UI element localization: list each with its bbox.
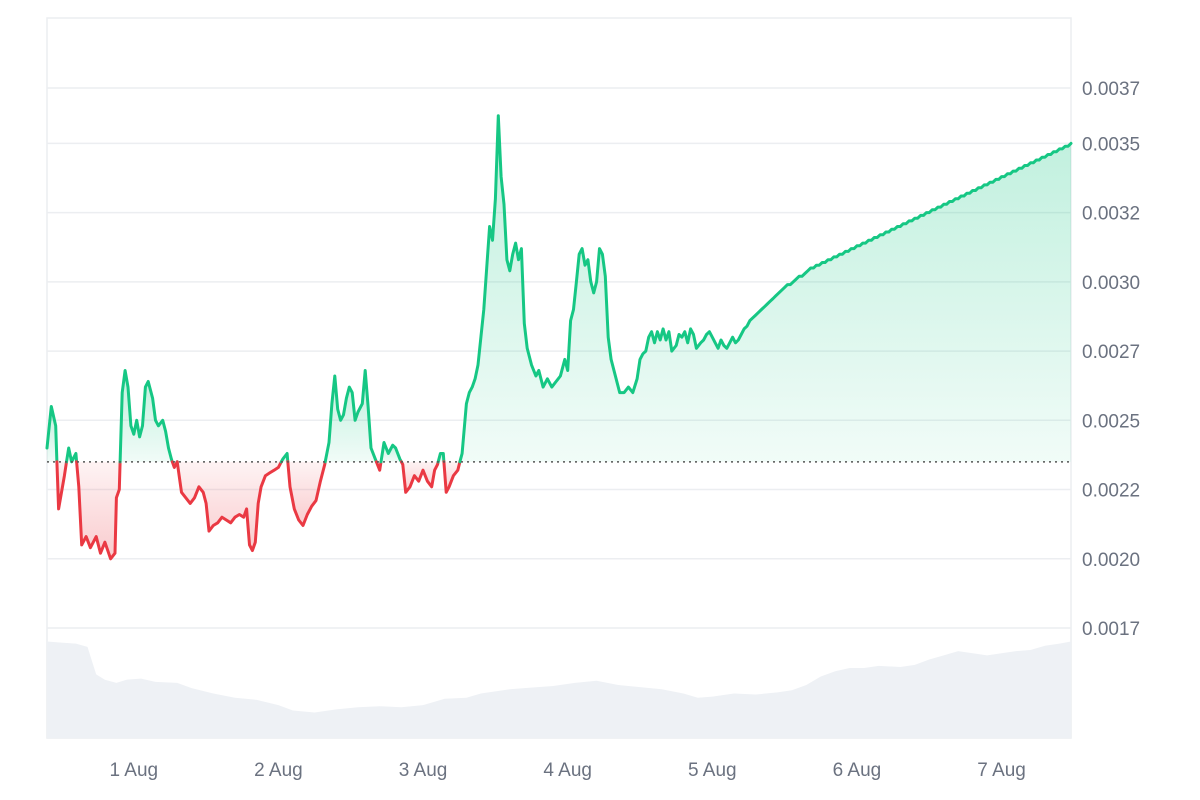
price-line-down — [175, 460, 283, 552]
price-line-up — [379, 441, 403, 464]
price-line-up — [323, 369, 378, 464]
y-tick-label: 0.0032 — [1082, 204, 1140, 225]
x-tick-label: 6 Aug — [833, 760, 882, 781]
price-line-up — [45, 405, 59, 464]
price-line-layer — [45, 114, 1073, 561]
price-fill-down — [76, 461, 121, 559]
price-line-up — [436, 452, 446, 464]
price-line-up — [118, 369, 174, 464]
y-tick-label: 0.0030 — [1082, 273, 1140, 294]
price-line-up — [65, 446, 79, 464]
x-tick-label: 5 Aug — [688, 760, 737, 781]
price-fill-up — [459, 115, 1071, 462]
x-tick-label: 1 Aug — [109, 760, 158, 781]
price-line-up — [458, 114, 1073, 464]
price-line-up — [279, 452, 290, 464]
y-tick-label: 0.0025 — [1082, 411, 1140, 432]
price-line-down — [55, 460, 68, 511]
volume-area-shape — [47, 641, 1071, 738]
price-line-down — [374, 460, 383, 472]
y-tick-label: 0.0022 — [1082, 481, 1140, 502]
price-fill-down — [287, 461, 326, 526]
price-line-down — [286, 460, 327, 527]
volume-area — [47, 641, 1071, 738]
price-line-down — [442, 460, 462, 494]
y-tick-label: 0.0017 — [1082, 619, 1140, 640]
price-line-down — [75, 460, 122, 561]
price-fill-up — [120, 370, 173, 462]
x-axis: 1 Aug 2 Aug 3 Aug 4 Aug 5 Aug 6 Aug 7 Aug — [109, 760, 1025, 781]
y-tick-label: 0.0027 — [1082, 342, 1140, 363]
y-axis: 0.0037 0.0035 0.0032 0.0030 0.0027 0.0025 0.00… — [1082, 79, 1140, 640]
x-tick-label: 7 Aug — [977, 760, 1026, 781]
x-tick-label: 3 Aug — [399, 760, 448, 781]
y-tick-label: 0.0037 — [1082, 79, 1140, 100]
x-tick-label: 4 Aug — [543, 760, 592, 781]
y-tick-label: 0.0020 — [1082, 550, 1140, 571]
price-line-down — [399, 460, 440, 494]
x-tick-label: 2 Aug — [254, 760, 303, 781]
y-tick-label: 0.0035 — [1082, 134, 1140, 155]
price-fill-up — [381, 442, 402, 462]
price-fill-layer — [47, 115, 1071, 559]
